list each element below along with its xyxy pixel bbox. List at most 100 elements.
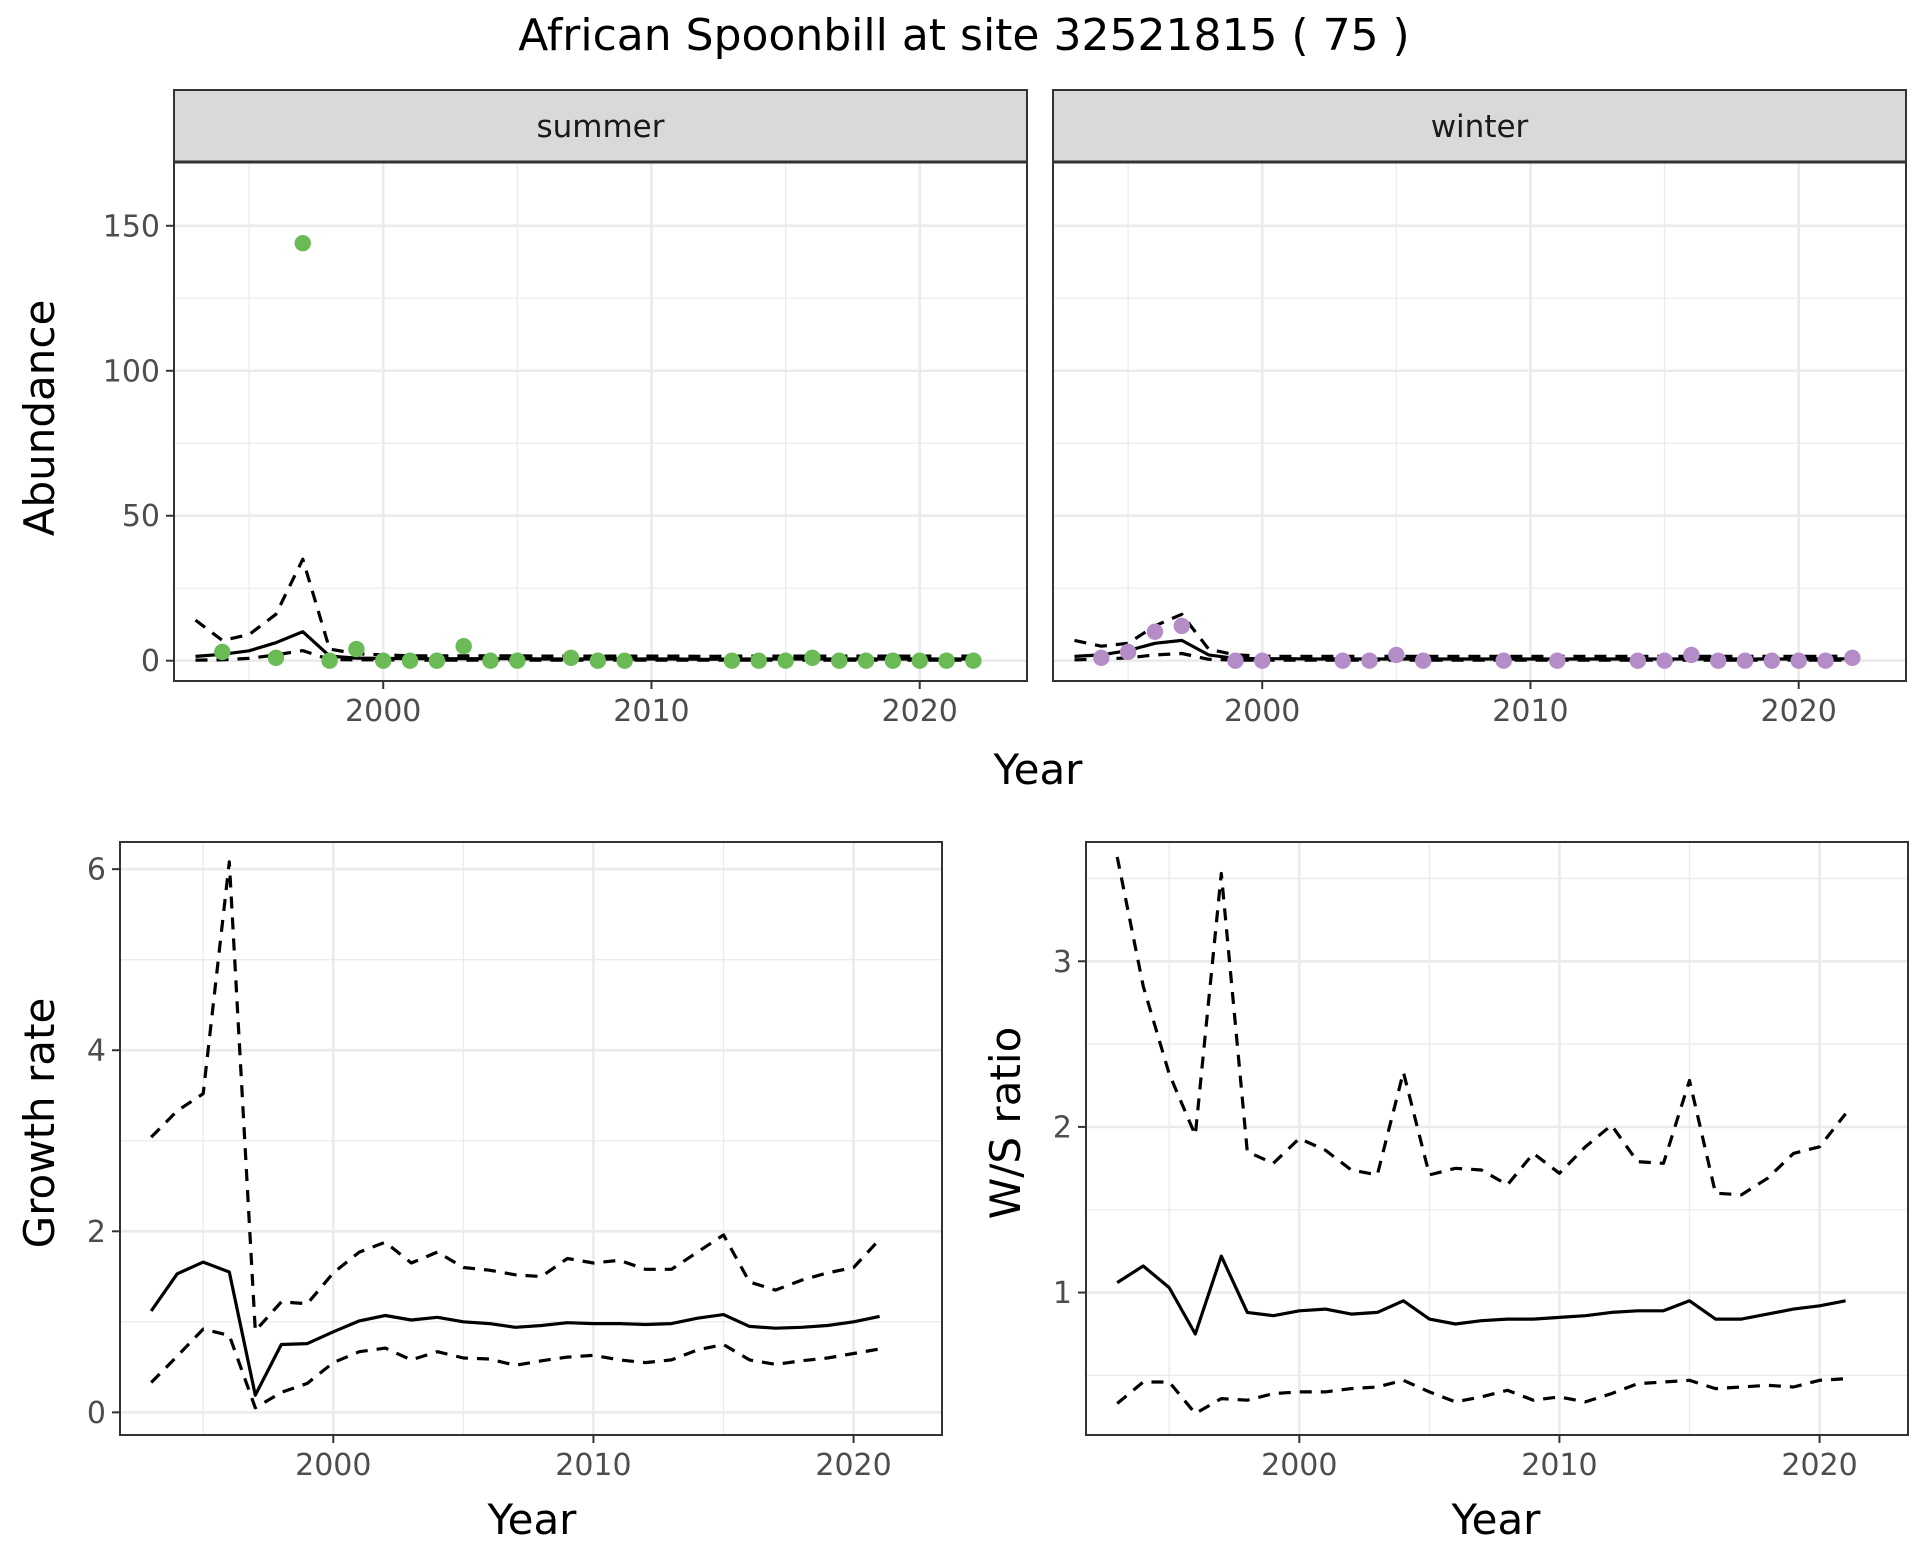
growth-rate-panel: 2000 2010 2020 0 2 4 6 <box>87 841 943 1483</box>
summer-panel: 2000 2010 2020 0 50 100 150 summer <box>103 89 1028 729</box>
winter-data-point <box>1656 652 1673 669</box>
abundance-x-axis-title: Year <box>993 745 1084 794</box>
growth-rate-y-tick-label: 4 <box>87 1034 106 1069</box>
summer-data-point <box>482 652 499 669</box>
winter-x-tick-label: 2000 <box>1224 694 1300 729</box>
growth-rate-y-tick-label: 6 <box>87 853 106 888</box>
winter-data-point <box>1173 617 1190 635</box>
summer-background <box>174 162 1027 681</box>
ws-ratio-chart: 2000 2010 2020 1 2 3 Year W/S ratio <box>981 841 1909 1544</box>
ws-x-axis-title: Year <box>1451 1495 1542 1544</box>
abundance-y-axis-title: Abundance <box>15 300 64 537</box>
winter-data-point <box>1736 652 1754 669</box>
summer-strip-label: summer <box>536 109 664 145</box>
ws-ratio-x-tick-label: 2000 <box>1261 1448 1337 1483</box>
main-title: African Spoonbill at site 32521815 ( 75 … <box>518 10 1409 61</box>
growth-rate-lower-line <box>150 1327 880 1410</box>
summer-data-point <box>267 649 285 667</box>
winter-data-point <box>1549 652 1566 669</box>
summer-y-tick-label: 100 <box>103 354 160 389</box>
summer-data-point <box>455 638 472 655</box>
ws-ratio-y-tick-label: 1 <box>1053 1276 1072 1311</box>
growth-rate-x-tick-label: 2020 <box>815 1448 891 1483</box>
winter-strip <box>1052 89 1907 163</box>
growth-rate-y-tick-label: 0 <box>87 1396 106 1431</box>
ws-ratio-lower-line <box>1116 1377 1846 1416</box>
growth-rate-background <box>120 842 942 1435</box>
winter-data-point <box>1683 646 1700 664</box>
growth-rate-upper-line <box>150 860 881 1333</box>
summer-x-tick-label: 2020 <box>882 694 958 729</box>
ws-ratio-upper-line <box>1115 856 1847 1197</box>
winter-data-point <box>1093 649 1110 667</box>
abundance-chart: 2000 2010 2020 0 50 100 150 summer 2000 2010 2020… <box>15 89 1907 794</box>
ws-ratio-estimate-line <box>1116 1254 1846 1336</box>
summer-data-point <box>616 652 633 669</box>
summer-data-point <box>375 652 392 669</box>
winter-x-tick-label: 2020 <box>1761 694 1837 729</box>
winter-data-point <box>1146 623 1164 640</box>
winter-data-point <box>1495 652 1512 669</box>
winter-data-point <box>1414 652 1432 669</box>
ws-ratio-y-tick-label: 2 <box>1053 1110 1072 1145</box>
winter-data-point <box>1629 652 1646 669</box>
winter-data-point <box>1119 643 1137 661</box>
summer-data-point <box>401 652 419 669</box>
summer-data-point <box>723 652 741 669</box>
winter-data-point <box>1817 652 1834 669</box>
summer-data-point <box>911 652 928 669</box>
winter-x-tick-label: 2010 <box>1492 694 1568 729</box>
growth-y-axis-title: Growth rate <box>15 998 64 1249</box>
summer-x-tick-label: 2000 <box>345 694 421 729</box>
summer-data-point <box>831 652 848 669</box>
summer-data-point <box>214 643 231 661</box>
growth-rate-chart: 2000 2010 2020 0 2 4 6 Year Growth rate <box>15 841 943 1544</box>
summer-strip <box>173 89 1028 163</box>
growth-rate-y-tick-label: 2 <box>87 1215 106 1250</box>
winter-data-point <box>1388 646 1405 664</box>
ws-ratio-background <box>1086 842 1908 1435</box>
growth-rate-estimate-line <box>149 1260 880 1397</box>
winter-data-point <box>1790 652 1807 669</box>
growth-rate-x-tick-label: 2010 <box>555 1448 631 1483</box>
summer-data-point <box>294 234 311 252</box>
summer-data-point <box>321 652 338 669</box>
growth-rate-border <box>119 841 943 1436</box>
ws-ratio-border <box>1085 841 1909 1436</box>
summer-data-point <box>562 649 580 667</box>
winter-data-point <box>1361 652 1378 669</box>
winter-strip-label: winter <box>1431 109 1529 145</box>
winter-data-point <box>1763 652 1781 669</box>
summer-x-tick-label: 2010 <box>613 694 689 729</box>
summer-y-tick-label: 150 <box>103 209 160 244</box>
summer-data-point <box>804 649 821 667</box>
summer-data-point <box>348 640 365 658</box>
ws-ratio-x-tick-label: 2010 <box>1521 1448 1597 1483</box>
summer-data-point <box>750 652 767 669</box>
abundance-axis-titles: Year Abundance <box>15 300 1083 794</box>
summer-y-tick-label: 50 <box>122 499 160 534</box>
summer-data-point <box>938 652 955 669</box>
summer-y-tick-label: 0 <box>141 644 160 679</box>
winter-data-point <box>1254 652 1271 669</box>
summer-data-point <box>777 652 794 669</box>
winter-data-point <box>1844 649 1861 667</box>
growth-x-axis-title: Year <box>487 1495 578 1544</box>
winter-data-point <box>1334 652 1351 669</box>
winter-background <box>1053 162 1906 681</box>
summer-data-point <box>884 652 902 669</box>
ws-ratio-panel: 2000 2010 2020 1 2 3 <box>1053 841 1909 1483</box>
winter-data-point <box>1227 652 1244 669</box>
winter-data-point <box>1710 652 1727 669</box>
ws-ratio-x-tick-label: 2020 <box>1781 1448 1857 1483</box>
summer-data-point <box>965 652 982 669</box>
summer-data-point <box>857 652 875 669</box>
summer-data-point <box>589 652 607 669</box>
summer-data-point <box>509 652 526 669</box>
ws-ratio-y-tick-label: 3 <box>1053 945 1072 980</box>
summer-data-point <box>428 652 446 669</box>
ws-y-axis-title: W/S ratio <box>981 1027 1030 1220</box>
growth-rate-x-tick-label: 2000 <box>295 1448 371 1483</box>
winter-panel: 2000 2010 2020 winter <box>1052 89 1907 729</box>
